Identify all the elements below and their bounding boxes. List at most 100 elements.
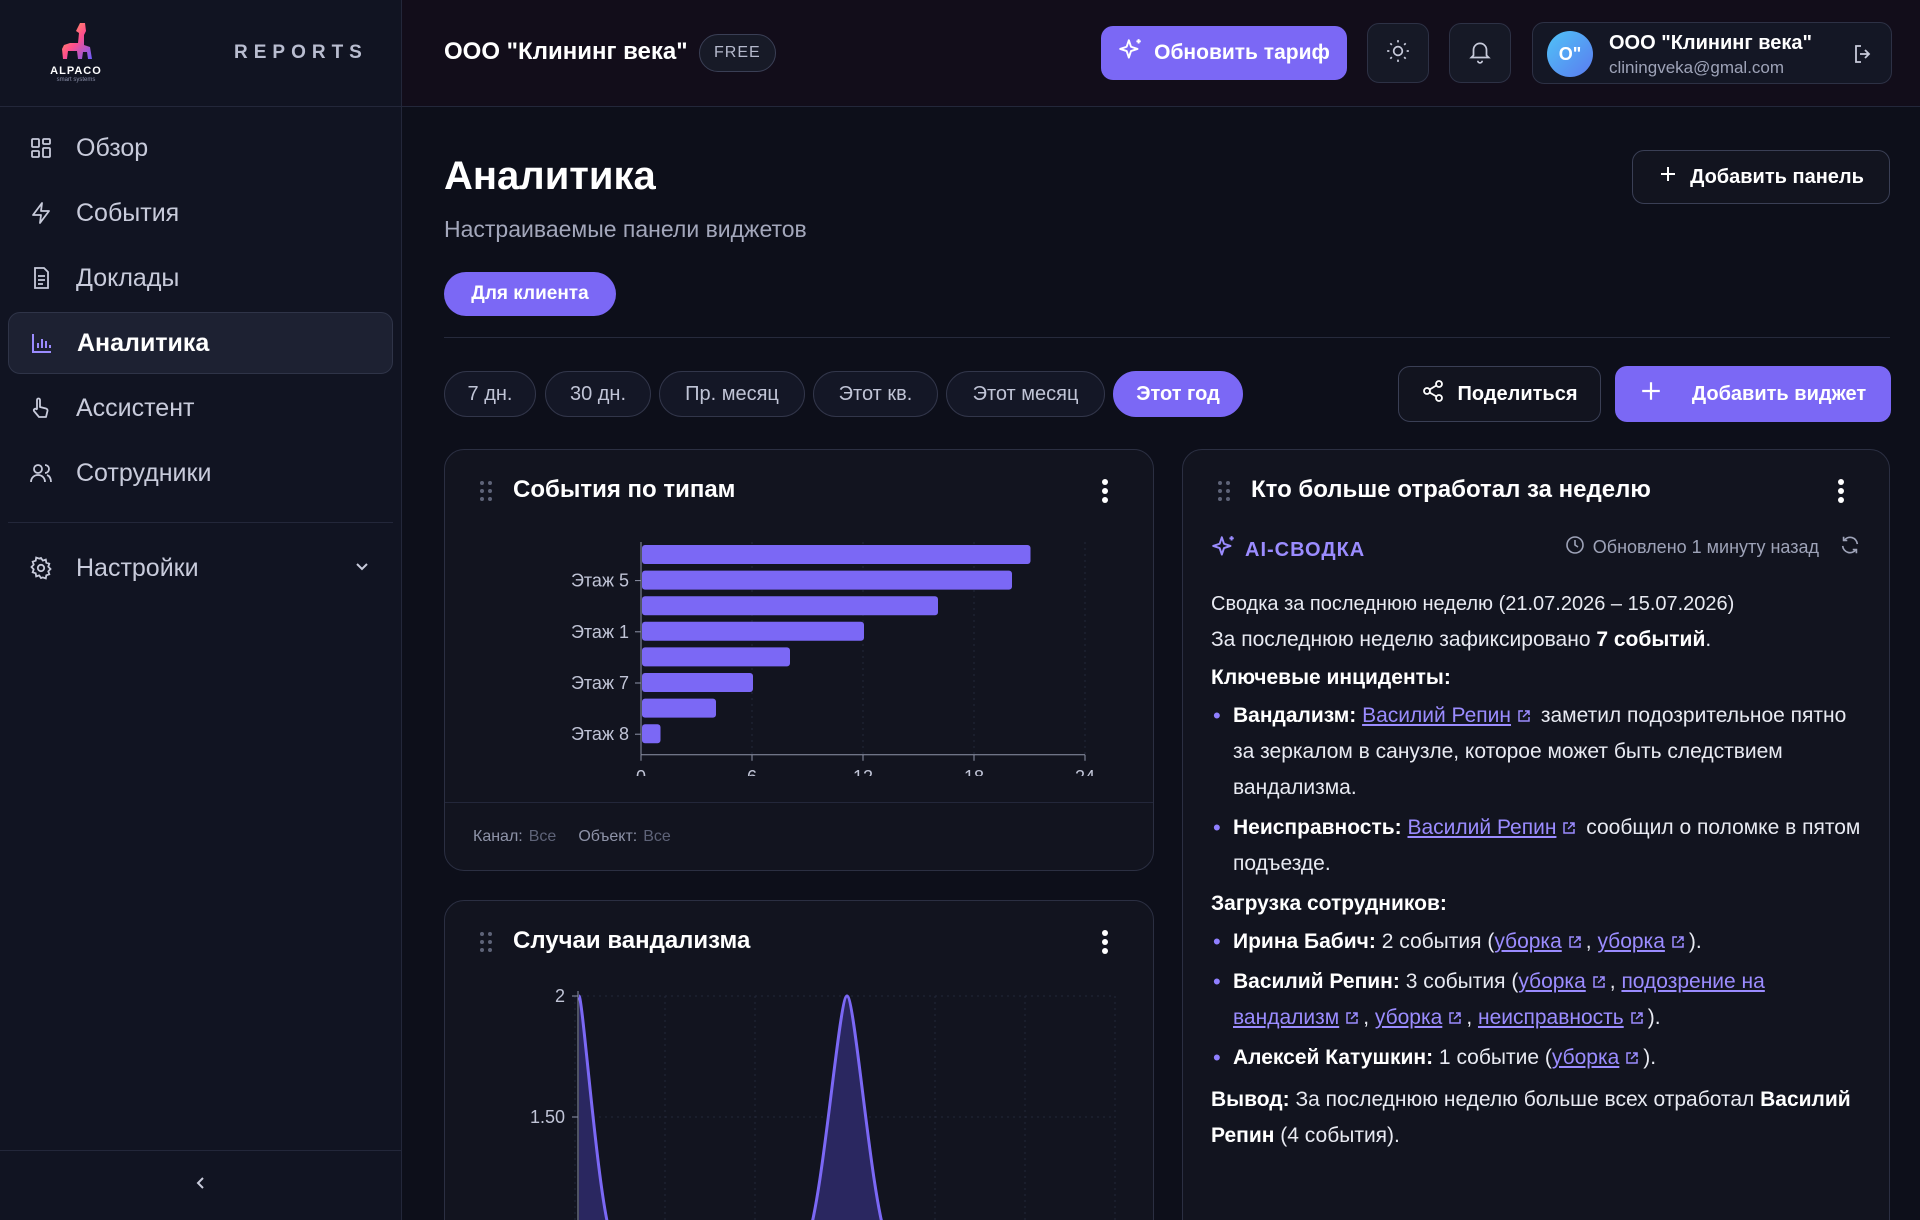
incident-type: Неисправность: — [1233, 816, 1402, 839]
channel-filter-value[interactable]: Все — [528, 827, 557, 845]
period-this-year[interactable]: Этот год — [1113, 371, 1243, 417]
more-menu-icon[interactable] — [1837, 478, 1845, 509]
sidebar-item-label: Аналитика — [77, 328, 210, 357]
widget-events-by-type: События по типам Этаж 5 Этаж 1 Этаж 7 Этаж … — [444, 449, 1154, 871]
document-icon — [28, 265, 54, 291]
conclusion-label: Вывод: — [1211, 1088, 1290, 1111]
sidebar-item-label: Обзор — [76, 133, 149, 162]
channel-filter-label: Канал: — [473, 827, 523, 845]
add-widget-button[interactable]: Добавить виджет — [1615, 366, 1891, 422]
external-link-icon — [1593, 976, 1605, 988]
plus-icon — [1658, 164, 1678, 190]
sidebar-item-employees[interactable]: Сотрудники — [8, 442, 393, 504]
conclusion-end: (4 события). — [1274, 1124, 1400, 1147]
y-tick-label: Этаж 5 — [571, 571, 629, 591]
person-link[interactable]: Василий Репин — [1362, 704, 1512, 727]
bar — [642, 647, 790, 667]
x-tick-label: 0 — [636, 767, 646, 776]
divider — [444, 337, 1890, 338]
event-link[interactable]: уборка — [1494, 930, 1562, 953]
object-filter-label: Объект: — [578, 827, 638, 845]
top-header: ООО "Клининг века" FREE Обновить тариф О… — [402, 0, 1920, 107]
plan-badge: FREE — [699, 34, 776, 72]
event-link[interactable]: неисправность — [1477, 1006, 1624, 1029]
sidebar-item-reports[interactable]: Доклады — [8, 247, 393, 309]
sidebar-item-assistant[interactable]: Ассистент — [8, 377, 393, 439]
external-link-icon — [1563, 822, 1576, 834]
bar — [642, 570, 1012, 590]
person-link[interactable]: Василий Репин — [1407, 816, 1557, 839]
share-button[interactable]: Поделиться — [1398, 366, 1601, 422]
employee-end: ). — [1647, 1006, 1661, 1029]
logo-sub: smart systems — [56, 77, 96, 83]
external-link-icon — [1672, 936, 1684, 948]
page-title: Аналитика — [444, 154, 656, 198]
incident-type: Вандализм: — [1233, 704, 1357, 727]
add-panel-button[interactable]: Добавить панель — [1632, 150, 1890, 204]
logo-word: ALPACO — [50, 65, 102, 77]
period-this-quarter[interactable]: Этот кв. — [813, 371, 938, 417]
event-link[interactable]: уборка — [1374, 1006, 1443, 1029]
sidebar-item-events[interactable]: События — [8, 182, 393, 244]
chevron-down-icon[interactable] — [353, 554, 371, 583]
avatar: О" — [1547, 31, 1593, 77]
x-tick-label: 18 — [964, 767, 984, 776]
lightning-icon — [28, 200, 54, 226]
logout-icon[interactable] — [1851, 42, 1875, 71]
series-area — [812, 996, 882, 1220]
drag-handle-icon[interactable] — [479, 480, 493, 507]
more-menu-icon[interactable] — [1101, 929, 1109, 960]
sidebar-item-analytics[interactable]: Аналитика — [8, 312, 393, 374]
widget-vandalism: Случаи вандализма 2 1.50 — [444, 900, 1154, 1220]
sidebar-nav: Обзор События Доклады Аналитика Ассистен… — [0, 107, 401, 599]
gear-icon — [28, 555, 54, 581]
sidebar-item-overview[interactable]: Обзор — [8, 117, 393, 179]
sidebar-item-settings[interactable]: Настройки — [8, 537, 393, 599]
user-name: ООО "Клининг века" — [1609, 32, 1813, 54]
share-label: Поделиться — [1457, 382, 1578, 405]
hand-pointer-icon — [28, 395, 54, 421]
series-line — [811, 994, 883, 1220]
period-30-days[interactable]: 30 дн. — [545, 371, 651, 417]
drag-handle-icon[interactable] — [479, 931, 493, 958]
bar-chart-icon — [29, 330, 55, 356]
y-tick-label: 2 — [555, 986, 565, 1006]
period-prev-month[interactable]: Пр. месяц — [659, 371, 805, 417]
object-filter-value[interactable]: Все — [643, 827, 671, 845]
drag-handle-icon[interactable] — [1217, 480, 1231, 507]
notifications-button[interactable] — [1449, 23, 1511, 83]
user-menu[interactable]: О" ООО "Клининг века" cliningveka@gmal.c… — [1532, 22, 1892, 84]
tab-for-client[interactable]: Для клиента — [444, 272, 616, 316]
sparkle-icon — [1118, 37, 1144, 69]
events-post: . — [1705, 628, 1712, 651]
period-7-days[interactable]: 7 дн. — [444, 371, 536, 417]
collapse-sidebar-button[interactable] — [0, 1150, 401, 1220]
add-panel-label: Добавить панель — [1690, 165, 1864, 188]
clock-icon — [1565, 535, 1585, 560]
ai-summary-badge: AI-СВОДКА — [1211, 534, 1365, 566]
users-icon — [28, 460, 54, 486]
upgrade-plan-button[interactable]: Обновить тариф — [1101, 26, 1347, 80]
brand: ALPACO smart systems REPORTS — [0, 0, 401, 107]
employee-count: 1 событие ( — [1433, 1046, 1552, 1069]
incidents-list: Вандализм: Василий Репин заметил подозри… — [1211, 698, 1871, 882]
event-link[interactable]: уборка — [1551, 1046, 1620, 1069]
incident-text: сообщил о поломке в пятом подъезде. — [1233, 816, 1861, 875]
event-link[interactable]: уборка — [1518, 970, 1586, 993]
theme-toggle-button[interactable] — [1367, 23, 1429, 83]
event-link[interactable]: уборка — [1597, 930, 1665, 953]
sidebar-item-label: Доклады — [76, 263, 180, 292]
more-menu-icon[interactable] — [1101, 478, 1109, 509]
summary-period: Сводка за последнюю неделю (21.07.2026 –… — [1211, 593, 1735, 615]
events-bar-chart: Этаж 5 Этаж 1 Этаж 7 Этаж 8 0 6 12 18 24 — [571, 542, 1095, 776]
section-label: REPORTS — [234, 42, 368, 63]
add-widget-label: Добавить виджет — [1691, 382, 1867, 405]
alpaco-logo[interactable]: ALPACO smart systems — [40, 21, 112, 85]
x-tick-label: 6 — [747, 767, 757, 776]
event-link[interactable]: подозрение на вандализм — [1233, 970, 1765, 1029]
widget-ai-summary: Кто больше отработал за неделю AI-СВОДКА… — [1182, 449, 1890, 1220]
refresh-icon[interactable] — [1839, 534, 1861, 561]
period-this-month[interactable]: Этот месяц — [946, 371, 1105, 417]
events-pre: За последнюю неделю зафиксировано — [1211, 628, 1597, 651]
sidebar-item-label: Настройки — [76, 553, 199, 582]
